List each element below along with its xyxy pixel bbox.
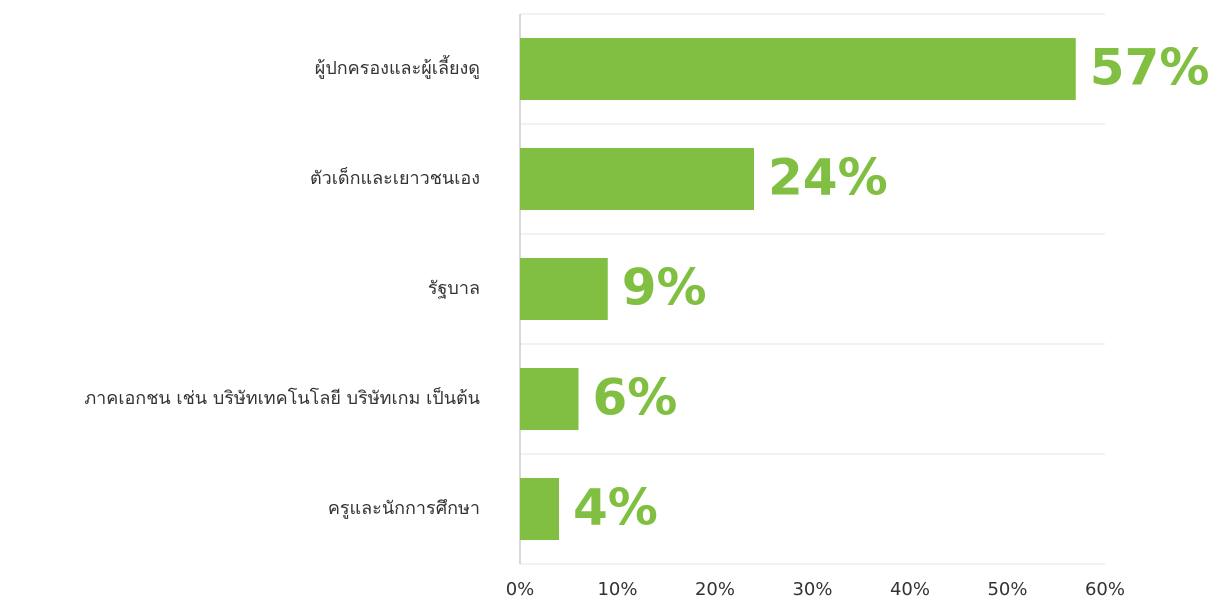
bar: [520, 478, 559, 540]
x-tick-label: 20%: [695, 579, 735, 600]
bar: [520, 368, 579, 430]
value-label: 4%: [573, 479, 658, 537]
category-label: ผู้ปกครองและผู้เลี้ยงดู: [315, 55, 480, 79]
x-tick-label: 40%: [890, 579, 930, 600]
value-label: 9%: [622, 259, 707, 317]
x-tick-label: 30%: [792, 579, 832, 600]
x-tick-label: 10%: [597, 579, 637, 600]
category-label: ครูและนักการศึกษา: [328, 498, 480, 519]
bar: [520, 258, 608, 320]
x-tick-label: 50%: [987, 579, 1027, 600]
bar: [520, 148, 754, 210]
bar: [520, 38, 1076, 100]
category-label: ภาคเอกชน เช่น บริษัทเทคโนโลยี บริษัทเกม …: [84, 386, 480, 409]
x-tick-label: 0%: [506, 579, 535, 600]
value-label: 57%: [1090, 39, 1210, 97]
value-label: 24%: [768, 149, 888, 207]
category-label: ตัวเด็กและเยาวชนเอง: [310, 166, 480, 189]
value-label: 6%: [593, 369, 678, 427]
x-tick-label: 60%: [1085, 579, 1125, 600]
category-label: รัฐบาล: [428, 278, 480, 299]
